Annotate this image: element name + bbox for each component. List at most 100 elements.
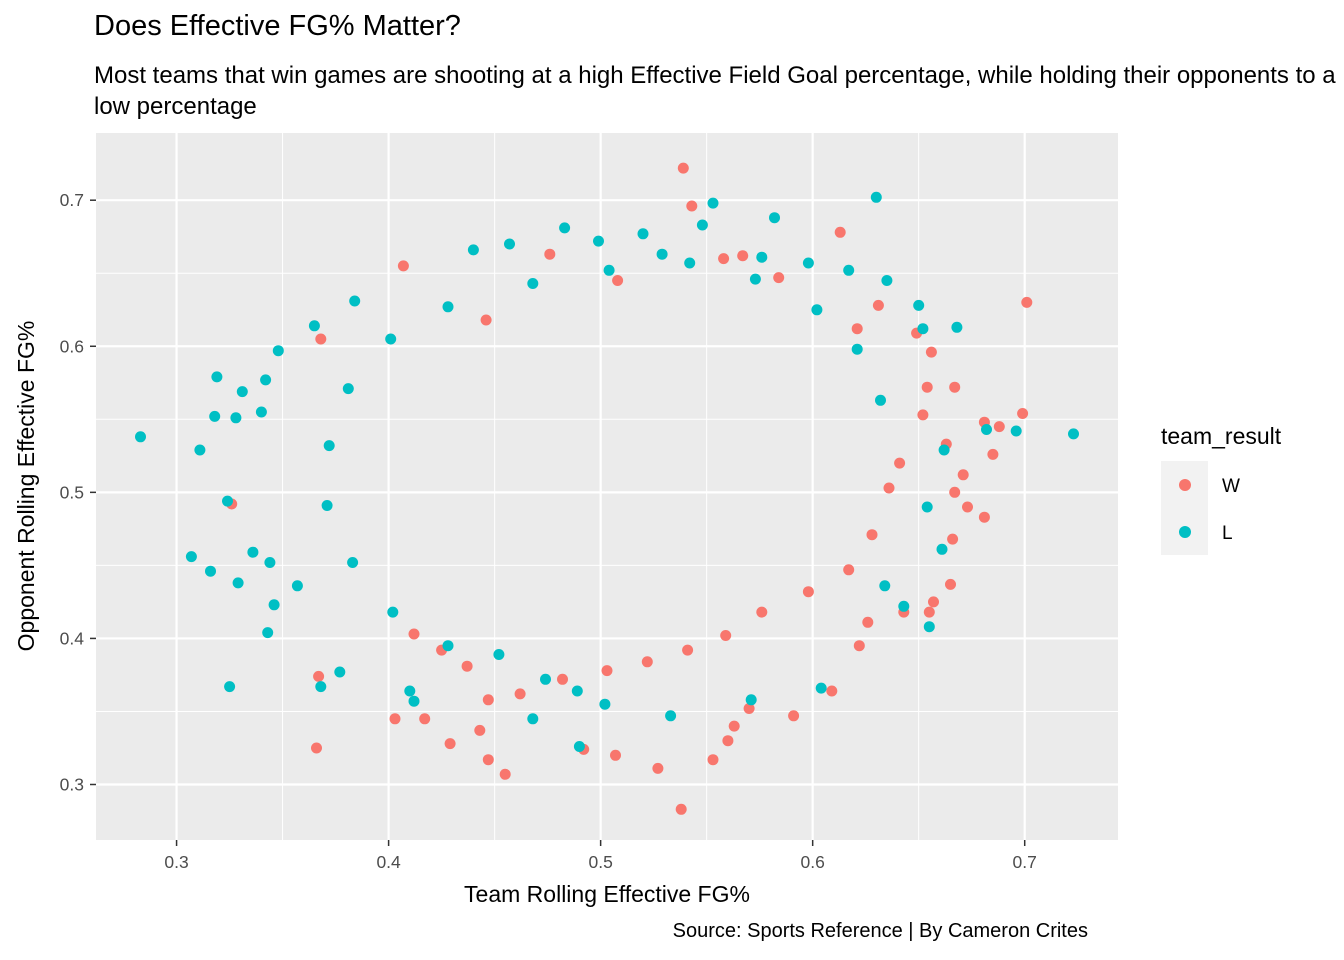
point-l-20	[315, 681, 327, 693]
point-l-58	[540, 673, 551, 685]
point-w-40	[315, 333, 327, 345]
point-l-31	[593, 235, 604, 247]
point-l-45	[981, 424, 992, 435]
point-l-39	[843, 264, 855, 276]
point-l-24	[408, 695, 420, 707]
point-w-25	[722, 735, 734, 747]
chart-caption: Source: Sports Reference | By Cameron Cr…	[672, 920, 1088, 942]
point-w-24	[728, 720, 740, 732]
point-w-5	[993, 421, 1005, 433]
point-w-3	[1021, 296, 1033, 308]
point-w-69	[408, 628, 420, 640]
point-w-51	[925, 346, 937, 358]
point-l-40	[870, 191, 882, 203]
point-l-68	[527, 278, 539, 289]
point-w-29	[610, 749, 621, 761]
point-l-73	[851, 343, 863, 355]
point-w-52	[921, 381, 933, 393]
point-l-49	[921, 501, 933, 513]
point-w-20	[853, 640, 865, 652]
point-w-56	[866, 529, 878, 541]
point-w-35	[419, 713, 431, 725]
y-tick-label-4: 0.7	[60, 190, 84, 210]
point-w-36	[389, 713, 401, 725]
point-w-12	[962, 501, 973, 513]
point-l-26	[504, 238, 515, 250]
point-l-47	[1068, 428, 1079, 440]
x-tick-label-2: 0.5	[588, 852, 612, 872]
point-w-67	[461, 660, 473, 672]
point-l-19	[308, 320, 320, 332]
point-l-38	[802, 257, 814, 269]
chart-title: Does Effective FG% Matter?	[94, 10, 461, 42]
legend: team_result W L	[1161, 423, 1282, 555]
point-l-21	[334, 666, 346, 678]
point-l-63	[321, 500, 333, 511]
point-w-27	[675, 803, 687, 815]
legend-label-l: L	[1222, 523, 1233, 544]
point-l-56	[665, 710, 677, 722]
point-w-66	[482, 694, 494, 706]
point-w-38	[313, 670, 325, 682]
point-w-55	[883, 482, 895, 494]
point-l-1	[185, 551, 197, 563]
point-l-22	[349, 295, 361, 307]
point-l-33	[656, 248, 668, 260]
point-l-6	[224, 681, 236, 693]
x-tick-label-4: 0.7	[1013, 852, 1037, 872]
point-w-2	[834, 226, 846, 238]
point-w-59	[756, 606, 768, 618]
point-w-53	[917, 409, 929, 421]
point-w-8	[949, 381, 961, 393]
point-w-44	[612, 275, 624, 286]
point-w-17	[923, 606, 935, 618]
plot-panel	[96, 133, 1118, 840]
point-w-37	[311, 742, 322, 754]
point-l-72	[811, 304, 823, 316]
point-l-43	[917, 323, 929, 335]
point-l-5	[211, 371, 223, 383]
point-l-25	[467, 244, 479, 256]
point-w-10	[957, 469, 969, 481]
point-l-23	[404, 685, 416, 697]
x-axis-ticks: 0.3 0.4 0.5 0.6 0.7	[164, 840, 1037, 872]
point-w-45	[718, 253, 730, 265]
point-l-54	[815, 682, 827, 694]
point-l-65	[342, 383, 354, 395]
point-l-57	[599, 698, 611, 710]
point-w-49	[872, 299, 884, 311]
point-w-19	[862, 616, 874, 628]
point-w-48	[851, 323, 863, 335]
point-w-31	[499, 768, 511, 780]
point-l-52	[936, 543, 948, 555]
point-w-57	[843, 564, 855, 576]
point-l-61	[387, 606, 399, 618]
point-l-32	[637, 228, 649, 240]
point-l-29	[571, 685, 583, 697]
point-l-13	[260, 374, 272, 386]
y-tick-label-0: 0.3	[60, 774, 84, 794]
point-l-41	[881, 275, 893, 286]
point-l-67	[442, 301, 454, 313]
point-w-15	[945, 578, 956, 590]
point-w-28	[652, 762, 664, 774]
point-w-54	[894, 457, 906, 469]
point-l-71	[749, 273, 761, 285]
point-l-3	[205, 565, 216, 577]
point-l-16	[268, 599, 280, 611]
point-l-30	[573, 741, 585, 752]
point-l-66	[385, 333, 397, 345]
point-l-36	[756, 251, 768, 263]
point-w-60	[720, 630, 732, 641]
x-tick-label-3: 0.6	[801, 852, 825, 872]
point-l-34	[696, 219, 708, 231]
point-l-46	[1010, 425, 1022, 437]
point-w-26	[707, 754, 719, 766]
point-l-28	[559, 222, 571, 234]
point-l-62	[347, 557, 359, 568]
point-w-1	[686, 200, 698, 212]
point-w-21	[826, 685, 838, 697]
point-l-4	[209, 410, 221, 422]
point-l-64	[323, 440, 335, 452]
